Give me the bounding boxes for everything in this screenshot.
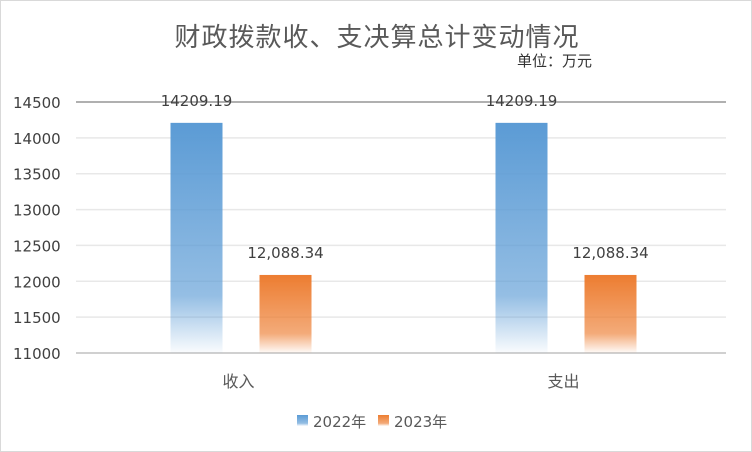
y-tick-label: 11500	[13, 309, 61, 327]
y-tick-label: 13000	[13, 202, 61, 220]
chart-unit: 单位：万元	[517, 52, 593, 70]
legend-swatch	[378, 415, 389, 426]
y-tick-label: 11000	[13, 345, 61, 363]
data-label: 12,088.34	[572, 244, 648, 262]
legend-swatch	[297, 415, 308, 426]
x-tick-label: 收入	[222, 372, 254, 391]
y-tick-label: 13500	[13, 166, 61, 184]
legend-label: 2023年	[394, 413, 447, 431]
bar	[584, 274, 637, 353]
data-label: 14209.19	[486, 92, 558, 110]
legend-label: 2022年	[313, 413, 366, 431]
bar	[495, 122, 548, 354]
data-label: 14209.19	[161, 92, 233, 110]
y-tick-label: 12000	[13, 273, 61, 291]
y-tick-label: 14500	[13, 94, 61, 112]
bar	[259, 274, 312, 353]
y-tick-label: 14000	[13, 130, 61, 148]
data-label: 12,088.34	[247, 244, 323, 262]
y-tick-label: 12500	[13, 237, 61, 255]
bar	[170, 122, 223, 354]
x-tick-label: 支出	[547, 372, 579, 391]
chart-title: 财政拨款收、支决算总计变动情况	[174, 23, 580, 53]
